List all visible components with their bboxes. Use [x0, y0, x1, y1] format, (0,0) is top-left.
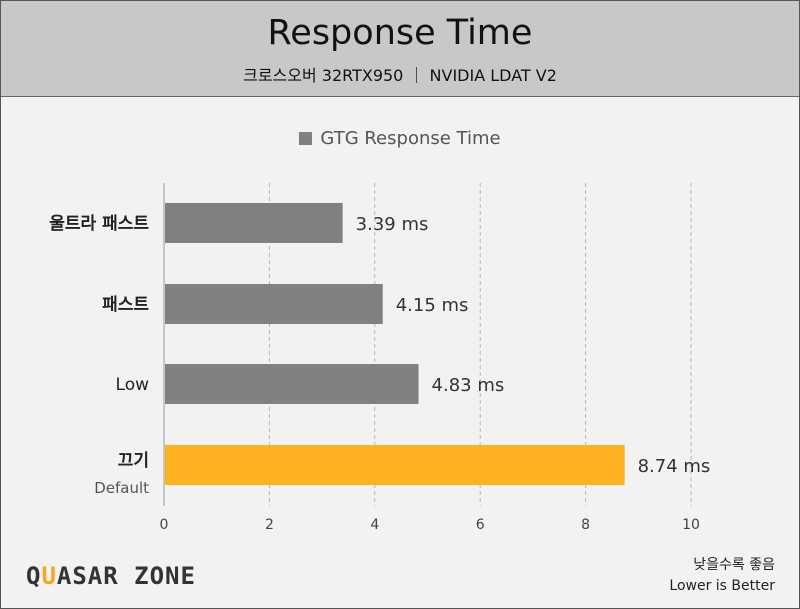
note-english: Lower is Better — [669, 578, 775, 594]
chart-legend: GTG Response Time — [1, 128, 799, 149]
chart-title: Response Time — [267, 13, 533, 53]
legend-swatch — [299, 132, 313, 145]
category-label: Low — [116, 375, 150, 395]
bar-value-label: 8.74 ms — [638, 456, 711, 477]
bar — [165, 364, 419, 404]
x-tick-label: 6 — [476, 517, 485, 533]
bar — [165, 203, 343, 243]
bar — [165, 284, 383, 324]
category-sublabel: Default — [94, 479, 149, 497]
bar-value-label: 3.39 ms — [356, 214, 429, 235]
x-tick-label: 4 — [370, 517, 379, 533]
chart-subtitle: 크로스오버 32RTX950 ｜ NVIDIA LDAT V2 — [243, 66, 557, 85]
x-tick-label: 8 — [581, 517, 590, 533]
note-korean: 낮을수록 좋음 — [693, 557, 775, 573]
quasarzone-logo: QUASAR ZONE — [26, 562, 196, 590]
x-tick-label: 2 — [265, 517, 274, 533]
category-label: 패스트 — [102, 295, 149, 315]
bar-value-label: 4.15 ms — [396, 295, 469, 316]
chart-header: Response Time 크로스오버 32RTX950 ｜ NVIDIA LD… — [1, 1, 799, 97]
category-label: 끄기 — [118, 451, 149, 471]
lower-is-better-note: 낮을수록 좋음 Lower is Better — [669, 555, 775, 597]
x-tick-label: 10 — [682, 517, 700, 533]
bar — [165, 445, 625, 485]
category-label: 울트라 패스트 — [49, 214, 149, 234]
bar-value-label: 4.83 ms — [432, 375, 505, 396]
x-tick-label: 0 — [160, 517, 169, 533]
legend-label: GTG Response Time — [320, 128, 501, 149]
